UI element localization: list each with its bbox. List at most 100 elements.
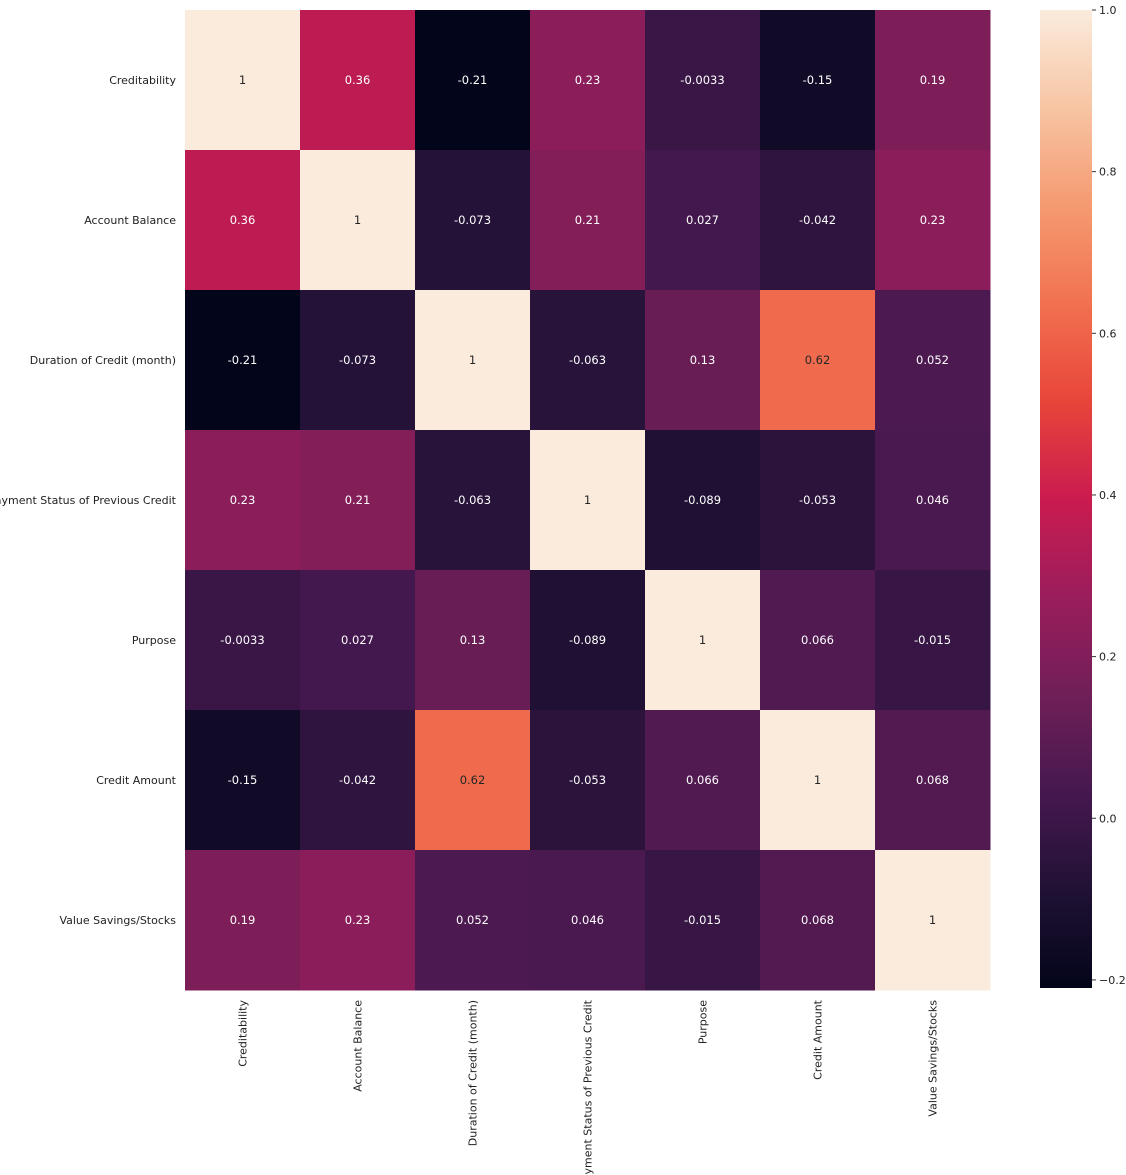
- heatmap-annotation-r0-c6: 0.19: [920, 73, 946, 87]
- heatmap-cell-r0-c4: [645, 10, 761, 151]
- heatmap-annotation-r5-c4: 0.066: [686, 773, 719, 787]
- heatmap-cell-r0-c3: [530, 10, 646, 151]
- heatmap-cell-r2-c4: [645, 290, 761, 431]
- heatmap-annotation-r1-c1: 1: [354, 213, 361, 227]
- heatmap-annotation-r4-c1: 0.027: [341, 633, 374, 647]
- y-tick-label-6: Value Savings/Stocks: [59, 914, 176, 927]
- heatmap-cell-r3-c6: [875, 430, 991, 571]
- heatmap-annotation-r2-c1: -0.073: [339, 353, 376, 367]
- heatmap-annotation-r2-c0: -0.21: [228, 353, 258, 367]
- heatmap-annotation-r6-c4: -0.015: [684, 913, 721, 927]
- heatmap-cell-r4-c4: [645, 570, 761, 711]
- heatmap-cell-r0-c5: [760, 10, 876, 151]
- heatmap-annotation-r4-c3: -0.089: [569, 633, 606, 647]
- heatmap-cell-r0-c2: [415, 10, 531, 151]
- heatmap-annotation-r6-c3: 0.046: [571, 913, 604, 927]
- y-tick-label-2: Duration of Credit (month): [30, 354, 176, 367]
- heatmap-cell-r4-c3: [530, 570, 646, 711]
- heatmap-annotation-r1-c6: 0.23: [920, 213, 946, 227]
- y-tick-label-0: Creditability: [109, 74, 176, 87]
- heatmap-cell-r5-c4: [645, 710, 761, 851]
- heatmap-annotation-r4-c6: -0.015: [914, 633, 951, 647]
- colorbar-gradient: [1040, 10, 1092, 988]
- heatmap-cells: [185, 10, 991, 991]
- heatmap-annotation-r1-c2: -0.073: [454, 213, 491, 227]
- heatmap-cell-r0-c1: [300, 10, 416, 151]
- y-tick-label-5: Credit Amount: [96, 774, 176, 787]
- heatmap-annotation-r2-c5: 0.62: [805, 353, 831, 367]
- x-tick-label-1: Account Balance: [352, 1000, 365, 1092]
- heatmap-annotation-r1-c5: -0.042: [799, 213, 836, 227]
- heatmap-cell-r3-c1: [300, 430, 416, 571]
- heatmap-annotation-r6-c0: 0.19: [230, 913, 256, 927]
- heatmap-annotation-r4-c4: 1: [699, 633, 706, 647]
- heatmap-cell-r3-c0: [185, 430, 301, 571]
- heatmap-annotations: 1 0.36 -0.21 0.23 -0.0033 -0.15 0.19 0.36 1 -0.07…: [220, 73, 951, 927]
- heatmap-cell-r5-c5: [760, 710, 876, 851]
- x-tick-label-3: Payment Status of Previous Credit: [582, 999, 595, 1175]
- heatmap-cell-r5-c2: [415, 710, 531, 851]
- heatmap-annotation-r4-c0: -0.0033: [220, 633, 264, 647]
- colorbar-tick-label-3: 0.4: [1099, 489, 1117, 502]
- colorbar-tick-label-0: −0.2: [1099, 974, 1126, 987]
- heatmap-annotation-r5-c3: -0.053: [569, 773, 606, 787]
- x-tick-label-2: Duration of Credit (month): [467, 1000, 480, 1146]
- heatmap-annotation-r3-c6: 0.046: [916, 493, 949, 507]
- heatmap-cell-r4-c6: [875, 570, 991, 711]
- x-tick-label-6: Value Savings/Stocks: [927, 1000, 940, 1117]
- heatmap-cell-r2-c6: [875, 290, 991, 431]
- heatmap-cell-r6-c4: [645, 850, 761, 991]
- heatmap-cell-r3-c3: [530, 430, 646, 571]
- heatmap-annotation-r5-c0: -0.15: [228, 773, 258, 787]
- heatmap-cell-r1-c2: [415, 150, 531, 291]
- heatmap-annotation-r5-c2: 0.62: [460, 773, 486, 787]
- heatmap-cell-r0-c6: [875, 10, 991, 151]
- x-tick-label-5: Credit Amount: [812, 999, 825, 1079]
- heatmap-annotation-r4-c5: 0.066: [801, 633, 834, 647]
- heatmap-cell-r1-c5: [760, 150, 876, 291]
- heatmap-annotation-r5-c6: 0.068: [916, 773, 949, 787]
- heatmap-annotation-r1-c0: 0.36: [230, 213, 256, 227]
- heatmap-annotation-r0-c0: 1: [239, 73, 246, 87]
- heatmap-annotation-r0-c5: -0.15: [803, 73, 833, 87]
- y-axis-tick-labels: Creditability Account Balance Duration of …: [0, 74, 177, 927]
- heatmap-cell-r4-c1: [300, 570, 416, 711]
- heatmap-cell-r5-c6: [875, 710, 991, 851]
- colorbar-tick-label-6: 1.0: [1099, 4, 1117, 17]
- heatmap-cell-r5-c1: [300, 710, 416, 851]
- heatmap-cell-r4-c0: [185, 570, 301, 711]
- heatmap-cell-r2-c2: [415, 290, 531, 431]
- heatmap-annotation-r1-c4: 0.027: [686, 213, 719, 227]
- heatmap-annotation-r2-c2: 1: [469, 353, 476, 367]
- heatmap-annotation-r3-c2: -0.063: [454, 493, 491, 507]
- heatmap-cell-r0-c0: [185, 10, 301, 151]
- heatmap-annotation-r6-c6: 1: [929, 913, 936, 927]
- heatmap-cell-r6-c1: [300, 850, 416, 991]
- colorbar-tick-label-2: 0.2: [1099, 651, 1117, 664]
- colorbar-tick-label-4: 0.6: [1099, 327, 1117, 340]
- heatmap-annotation-r6-c5: 0.068: [801, 913, 834, 927]
- heatmap-annotation-r2-c3: -0.063: [569, 353, 606, 367]
- heatmap-annotation-r1-c3: 0.21: [575, 213, 601, 227]
- heatmap-annotation-r2-c4: 0.13: [690, 353, 716, 367]
- heatmap-cell-r1-c0: [185, 150, 301, 291]
- heatmap-annotation-r5-c1: -0.042: [339, 773, 376, 787]
- heatmap-cell-r1-c4: [645, 150, 761, 291]
- heatmap-annotation-r0-c4: -0.0033: [680, 73, 724, 87]
- heatmap-annotation-r6-c2: 0.052: [456, 913, 489, 927]
- heatmap-annotation-r3-c0: 0.23: [230, 493, 256, 507]
- heatmap-annotation-r3-c1: 0.21: [345, 493, 371, 507]
- colorbar: −0.2 0.0 0.2 0.4 0.6 0.8 1.0: [1040, 4, 1126, 988]
- heatmap-cell-r6-c5: [760, 850, 876, 991]
- heatmap-cell-r6-c6: [875, 850, 991, 991]
- x-axis-tick-labels: Creditability Account Balance Duration of …: [237, 999, 940, 1175]
- heatmap-annotation-r3-c3: 1: [584, 493, 591, 507]
- x-tick-label-0: Creditability: [237, 1000, 250, 1067]
- heatmap-cell-r6-c2: [415, 850, 531, 991]
- heatmap-cell-r4-c2: [415, 570, 531, 711]
- heatmap-annotation-r3-c4: -0.089: [684, 493, 721, 507]
- heatmap-cell-r4-c5: [760, 570, 876, 711]
- heatmap-cell-r6-c3: [530, 850, 646, 991]
- heatmap-cell-r6-c0: [185, 850, 301, 991]
- x-tick-label-4: Purpose: [697, 1000, 710, 1044]
